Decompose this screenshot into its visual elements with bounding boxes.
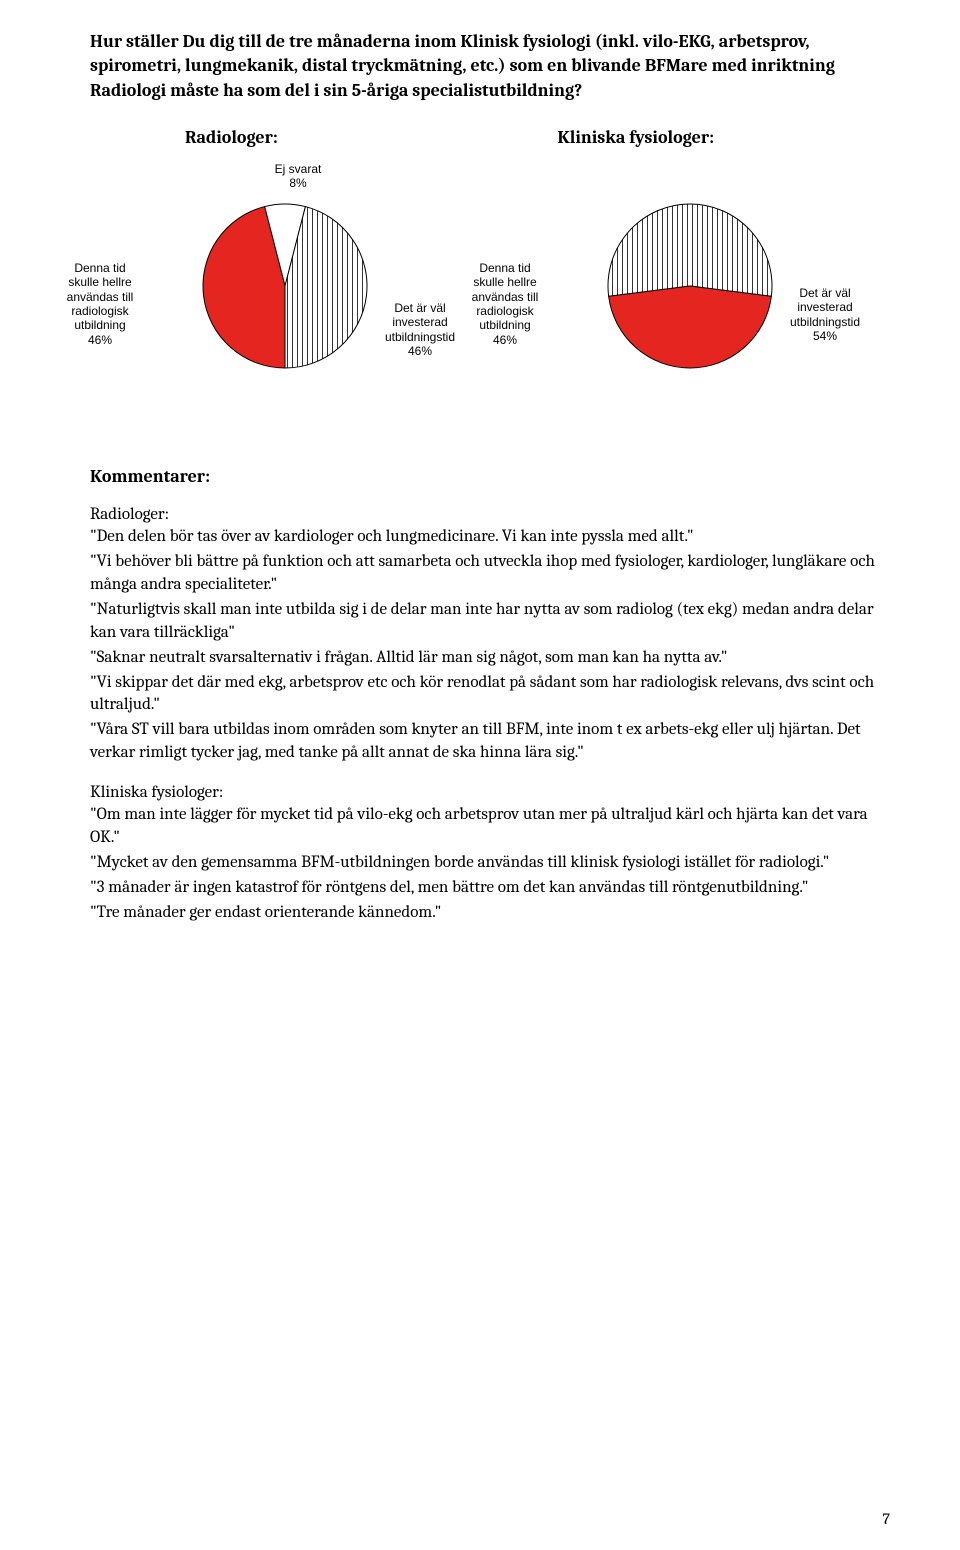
- kliniska-comment: "Mycket av den gemensamma BFM-utbildning…: [90, 852, 890, 875]
- chart-radiologer: Ej svarat8% Det är välinvesteradutbildnin…: [90, 156, 490, 416]
- chart-label: Denna tidskulle hellreanvändas tillradio…: [460, 261, 550, 347]
- kliniska-comment: "Om man inte lägger för mycket tid på vi…: [90, 804, 890, 850]
- charts-row: Ej svarat8% Det är välinvesteradutbildnin…: [90, 156, 890, 416]
- pie-slice: [608, 204, 772, 296]
- radiologer-block: Radiologer: "Den delen bör tas över av k…: [90, 505, 890, 765]
- pie-chart-1: [90, 156, 490, 416]
- question-text: Hur ställer Du dig till de tre månaderna…: [90, 30, 890, 103]
- chart-label: Denna tidskulle hellreanvändas tillradio…: [55, 261, 145, 347]
- kliniska-comment: "3 månader är ingen katastrof för röntge…: [90, 877, 890, 900]
- pie-slice: [609, 286, 772, 368]
- kliniska-block: Kliniska fysiologer: "Om man inte lägger…: [90, 783, 890, 925]
- chart-label: Det är välinvesteradutbildningstid46%: [375, 301, 465, 359]
- radiologer-comment: "Den delen bör tas över av kardiologer o…: [90, 526, 890, 549]
- radiologer-comment: "Vi skippar det där med ekg, arbetsprov …: [90, 672, 890, 718]
- chart-kliniska: Det är välinvesteradutbildningstid54%Den…: [490, 156, 890, 416]
- group-labels-row: Radiologer: Kliniska fysiologer:: [90, 127, 890, 148]
- kliniska-comment: "Tre månader ger endast orienterande kän…: [90, 902, 890, 925]
- radiologer-comment: "Saknar neutralt svarsalternativ i fråga…: [90, 647, 890, 670]
- kliniska-subheading: Kliniska fysiologer:: [90, 783, 890, 802]
- chart-label: Ej svarat8%: [268, 162, 328, 191]
- chart-label: Det är välinvesteradutbildningstid54%: [780, 286, 870, 344]
- radiologer-subheading: Radiologer:: [90, 505, 890, 524]
- radiologer-comment: "Naturligtvis skall man inte utbilda sig…: [90, 599, 890, 645]
- page-number: 7: [882, 1510, 890, 1528]
- radiologer-comment: "Våra ST vill bara utbildas inom områden…: [90, 719, 890, 765]
- group-left-label: Radiologer:: [90, 127, 518, 148]
- comments-heading: Kommentarer:: [90, 466, 890, 487]
- group-right-label: Kliniska fysiologer:: [518, 127, 891, 148]
- radiologer-comment: "Vi behöver bli bättre på funktion och a…: [90, 551, 890, 597]
